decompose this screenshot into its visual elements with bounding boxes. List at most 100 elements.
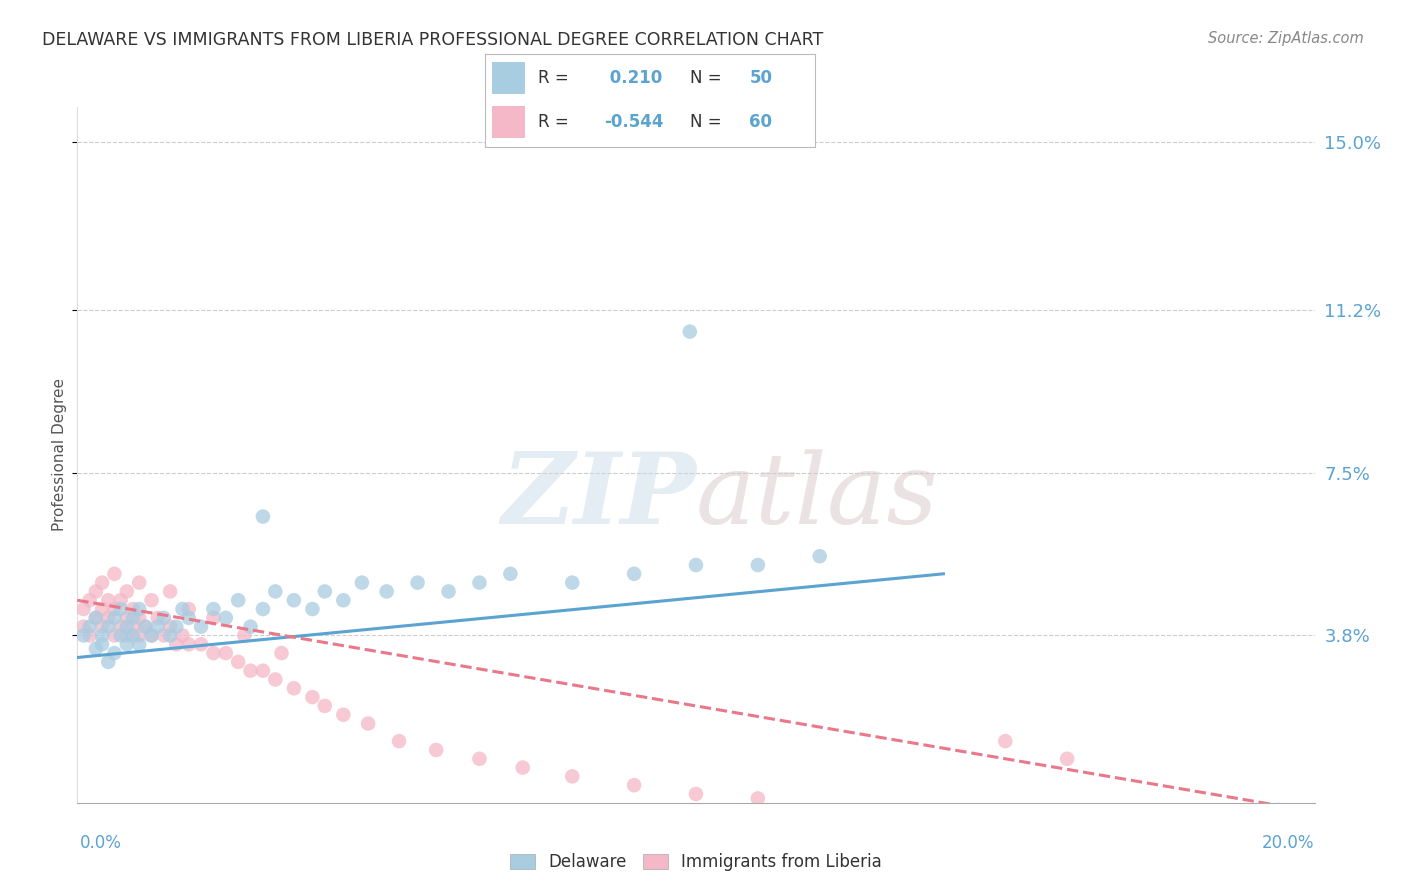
Point [103,646,125,660]
Point [128,575,150,590]
Point [115,611,138,625]
Point [103,628,125,642]
Point [332,707,354,722]
Point [115,584,138,599]
Point [332,593,354,607]
Point [79,593,101,607]
Point [146,620,169,634]
Point [115,637,138,651]
Point [128,611,150,625]
Point [375,584,398,599]
Point [202,602,225,616]
Point [141,628,163,642]
Point [190,620,212,634]
Point [190,637,212,651]
Point [314,698,336,713]
Point [226,593,249,607]
Point [91,602,114,616]
Point [561,575,583,590]
Point [153,611,176,625]
Point [122,602,145,616]
Point [146,611,169,625]
Point [79,628,101,642]
Point [215,611,238,625]
Point [122,628,145,642]
Point [252,509,274,524]
Point [301,690,323,705]
Point [84,611,107,625]
Point [91,620,114,634]
Point [215,646,238,660]
Point [115,620,138,634]
Point [110,620,132,634]
Text: -0.544: -0.544 [605,113,664,131]
Text: DELAWARE VS IMMIGRANTS FROM LIBERIA PROFESSIONAL DEGREE CORRELATION CHART: DELAWARE VS IMMIGRANTS FROM LIBERIA PROF… [42,31,824,49]
Point [153,628,176,642]
Point [165,637,187,651]
Point [357,716,380,731]
Point [388,734,411,748]
Point [264,673,287,687]
Point [141,628,163,642]
Point [103,611,125,625]
Point [233,628,256,642]
Point [177,602,200,616]
Point [97,611,120,625]
Text: R =: R = [538,69,568,87]
Point [103,566,125,581]
Point [623,778,645,792]
Point [128,602,150,616]
Text: 50: 50 [749,69,772,87]
Point [72,602,94,616]
Point [252,602,274,616]
Point [512,761,534,775]
Point [97,655,120,669]
Point [91,575,114,590]
Point [122,611,145,625]
Point [165,620,187,634]
Point [270,646,292,660]
Point [747,558,769,572]
Point [128,628,150,642]
Bar [492,62,524,94]
Point [84,584,107,599]
Point [159,584,181,599]
Y-axis label: Professional Degree: Professional Degree [52,378,66,532]
Bar [492,106,524,138]
Text: 20.0%: 20.0% [1263,834,1315,852]
Point [264,584,287,599]
Point [134,620,156,634]
Point [679,325,702,339]
Text: 0.0%: 0.0% [80,834,122,852]
Point [128,637,150,651]
Point [283,681,305,696]
Point [97,620,120,634]
Point [226,655,249,669]
Point [499,566,522,581]
Point [177,611,200,625]
Point [437,584,460,599]
Point [468,575,491,590]
Point [623,566,645,581]
Point [172,628,194,642]
Point [1056,752,1078,766]
Text: 0.210: 0.210 [605,69,662,87]
Text: R =: R = [538,113,568,131]
Point [141,593,163,607]
Point [685,558,707,572]
Point [110,628,132,642]
Point [283,593,305,607]
Point [84,611,107,625]
Point [115,628,138,642]
Text: N =: N = [690,69,721,87]
Point [72,620,94,634]
Text: ZIP: ZIP [501,449,696,545]
Point [122,620,145,634]
Point [252,664,274,678]
Point [314,584,336,599]
Point [103,602,125,616]
Point [425,743,447,757]
Point [202,611,225,625]
Point [72,628,94,642]
Point [172,602,194,616]
